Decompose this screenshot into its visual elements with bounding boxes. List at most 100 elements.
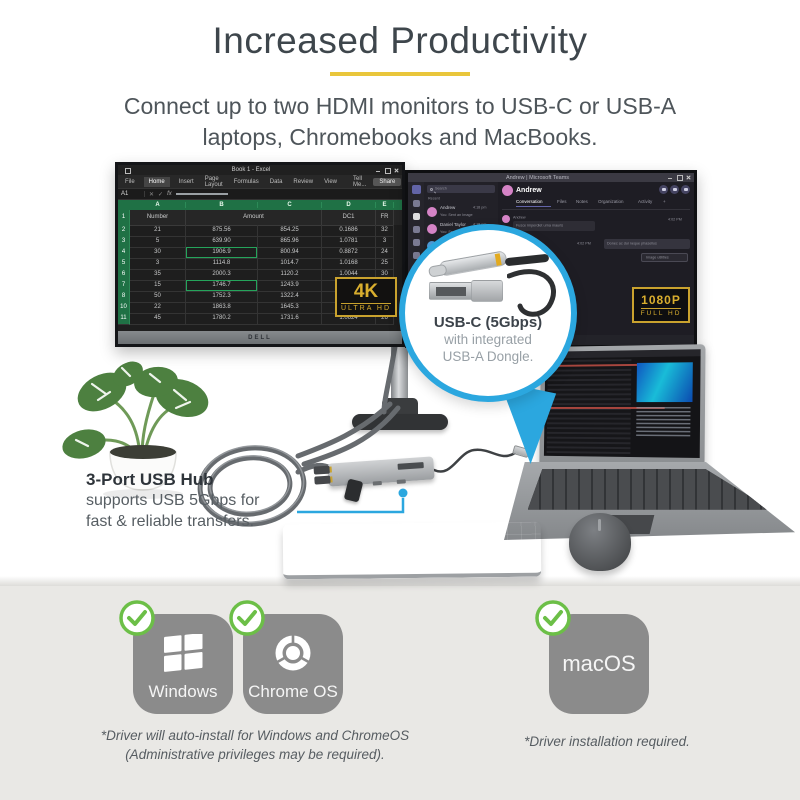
teams-logo bbox=[411, 185, 421, 194]
excel-app: Book 1 - Excel File Home Insert Page Lay… bbox=[118, 165, 402, 331]
app-icon bbox=[124, 167, 131, 174]
desk-front-edge bbox=[0, 576, 800, 586]
hub-logo-label bbox=[397, 462, 424, 470]
col-c: C bbox=[258, 202, 322, 208]
excel-column-headers: A B C D E bbox=[118, 200, 402, 210]
teams-icon bbox=[412, 226, 420, 233]
1080p-full-hd-badge: 1080P FULL HD bbox=[632, 287, 690, 323]
laptop-base bbox=[503, 462, 796, 540]
video-call-icon bbox=[659, 185, 668, 194]
left-monitor-brand: DELL bbox=[118, 331, 402, 344]
laptop-text-block bbox=[635, 407, 691, 439]
subtitle-line-2: laptops, Chromebooks and MacBooks. bbox=[202, 124, 598, 150]
checkmark-icon bbox=[119, 600, 155, 636]
desk-mouse bbox=[569, 513, 631, 571]
avatar bbox=[427, 223, 437, 234]
tell-me-field: Tell Me... bbox=[353, 175, 367, 188]
macos-badge: macOS bbox=[549, 614, 649, 714]
left-monitor: Book 1 - Excel File Home Insert Page Lay… bbox=[115, 162, 405, 347]
tab-home: Home bbox=[143, 176, 170, 187]
dongle-strap-cable bbox=[507, 269, 556, 317]
excel-formula-bar: A1 fx bbox=[118, 188, 402, 200]
avatar bbox=[427, 206, 437, 217]
checkmark-icon bbox=[535, 600, 571, 636]
laptop-image-preview bbox=[636, 362, 693, 403]
excel-row: 3 5 639.90 865.96 1.0781 3 bbox=[118, 236, 402, 248]
hub-note-title: 3-Port USB Hub bbox=[86, 470, 214, 489]
subtitle-line-1: Connect up to two HDMI monitors to USB-C… bbox=[123, 93, 677, 119]
laptop-display bbox=[543, 349, 701, 458]
checkmark-icon bbox=[229, 600, 265, 636]
share-button: Share bbox=[373, 177, 402, 186]
recent-label: Recent bbox=[428, 197, 440, 201]
title-underline bbox=[330, 72, 470, 76]
footnote-right: *Driver installation required. bbox=[524, 734, 690, 749]
formula-content-line bbox=[175, 193, 228, 195]
4k-ultra-hd-badge: 4K ULTRA HD bbox=[335, 277, 397, 317]
usb-a-connector bbox=[429, 282, 473, 300]
usb-c-callout-bubble: USB-C (5Gbps) with integrated USB-A Dong… bbox=[399, 224, 577, 402]
chromeos-badge: Chrome OS bbox=[243, 614, 343, 714]
formula-cancel-icon bbox=[149, 191, 154, 198]
excel-row: 2 21 875.56 854.25 0.1686 32 bbox=[118, 225, 402, 237]
header-dc1: DC1 bbox=[322, 210, 376, 226]
search-icon bbox=[430, 187, 433, 191]
tab-insert: Insert bbox=[178, 178, 194, 185]
excel-window-title: Book 1 - Excel bbox=[231, 167, 271, 173]
header-fr: FR bbox=[376, 210, 394, 226]
minimize-icon bbox=[667, 175, 673, 180]
message-sender: Andrew bbox=[513, 216, 526, 220]
teams-search-bar: Search bbox=[427, 185, 495, 193]
excel-row: 4 30 1906.9 800.94 0.8872 24 bbox=[118, 247, 402, 259]
monitor-base bbox=[352, 414, 448, 430]
hdmi-plug-2 bbox=[314, 475, 331, 485]
formula-enter-icon bbox=[158, 191, 163, 198]
teams-titlebar: Andrew | Microsoft Teams bbox=[408, 173, 694, 182]
chat-list-item: Andrew You: Sent an Image 4:18 pm bbox=[427, 203, 495, 220]
minimize-icon bbox=[375, 168, 381, 173]
maximize-icon bbox=[384, 167, 391, 174]
usb-c-connector bbox=[438, 250, 508, 277]
chat-icon bbox=[412, 213, 420, 220]
page-title: Increased Productivity bbox=[212, 20, 588, 61]
tab-formulas: Formulas bbox=[233, 178, 259, 185]
maximize-icon bbox=[676, 175, 683, 181]
avatar bbox=[502, 215, 510, 223]
windows-badge: Windows bbox=[133, 614, 233, 714]
usb-flash-drive bbox=[343, 478, 364, 503]
callout-title: USB-C (5Gbps) bbox=[433, 314, 543, 331]
header-amount: Amount bbox=[186, 210, 322, 226]
image-attachment-chip: Image utilities bbox=[641, 253, 688, 262]
reply-message: 4:02 PM Donec ac dui neque phasellus bbox=[502, 239, 690, 249]
close-icon bbox=[685, 175, 691, 180]
excel-row: 5 3 1114.8 1014.7 1.0168 25 bbox=[118, 258, 402, 270]
desk-keyboard bbox=[282, 521, 542, 580]
conversation-tabs: Conversation Files Notes Organization Ac… bbox=[516, 199, 690, 207]
chrome-logo-icon bbox=[275, 634, 311, 671]
col-d: D bbox=[322, 202, 376, 208]
tab-page-layout: Page Layout bbox=[204, 175, 223, 188]
fx-icon: fx bbox=[167, 191, 172, 197]
usb-port-2 bbox=[372, 480, 382, 486]
excel-header-row: 1 Number Amount DC1 FR bbox=[118, 210, 402, 226]
tab-file: File bbox=[125, 178, 135, 185]
hub-note: 3-Port USB Hub supports USB 5Gbps for fa… bbox=[86, 470, 306, 532]
usb-a-housing bbox=[471, 280, 503, 302]
conversation-name: Andrew bbox=[516, 187, 542, 194]
teams-window-title: Andrew | Microsoft Teams bbox=[505, 174, 570, 181]
col-b: B bbox=[186, 202, 258, 208]
hdmi-plug-1 bbox=[313, 465, 331, 475]
usb-hub bbox=[313, 456, 435, 488]
windows-logo-icon bbox=[164, 634, 203, 672]
activity-icon bbox=[412, 200, 420, 207]
call-buttons bbox=[659, 185, 690, 194]
close-icon bbox=[393, 168, 399, 173]
excel-titlebar: Book 1 - Excel bbox=[118, 165, 402, 175]
calendar-icon bbox=[412, 239, 420, 246]
tab-data: Data bbox=[269, 178, 283, 185]
calls-icon bbox=[412, 252, 420, 259]
avatar bbox=[502, 185, 513, 196]
header-number: Number bbox=[130, 210, 186, 226]
col-e: E bbox=[376, 202, 394, 208]
